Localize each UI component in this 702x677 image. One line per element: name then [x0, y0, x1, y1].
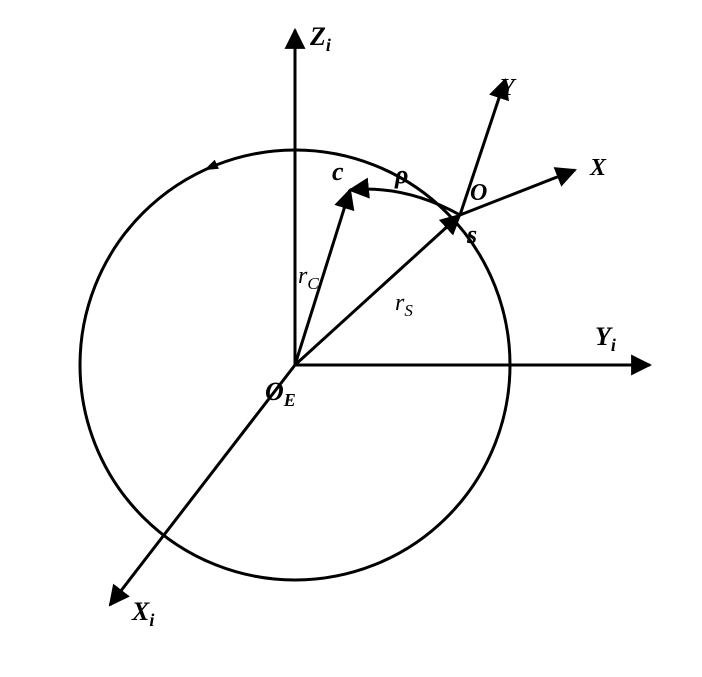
label-y-local: Y [500, 75, 517, 101]
label-s: s [466, 220, 477, 249]
label-c: c [332, 157, 344, 186]
coordinate-frame-diagram: Zi Yi Xi OE c ρ Os X YrC rS [0, 0, 702, 677]
label-xi: Xi [131, 597, 154, 630]
label-rho: ρ [394, 160, 408, 189]
label-yi: Yi [595, 322, 616, 355]
geometry-layer [80, 30, 650, 605]
orbit-direction-arrow [204, 160, 219, 170]
label-o: O [470, 180, 487, 206]
label-rs: rS [395, 290, 413, 320]
label-rc: rC [298, 263, 319, 293]
labels-layer: Zi Yi Xi OE c ρ Os X YrC rS [131, 22, 616, 630]
label-x-local: X [589, 155, 607, 181]
label-zi: Zi [309, 22, 331, 55]
label-oe: OE [265, 377, 296, 410]
